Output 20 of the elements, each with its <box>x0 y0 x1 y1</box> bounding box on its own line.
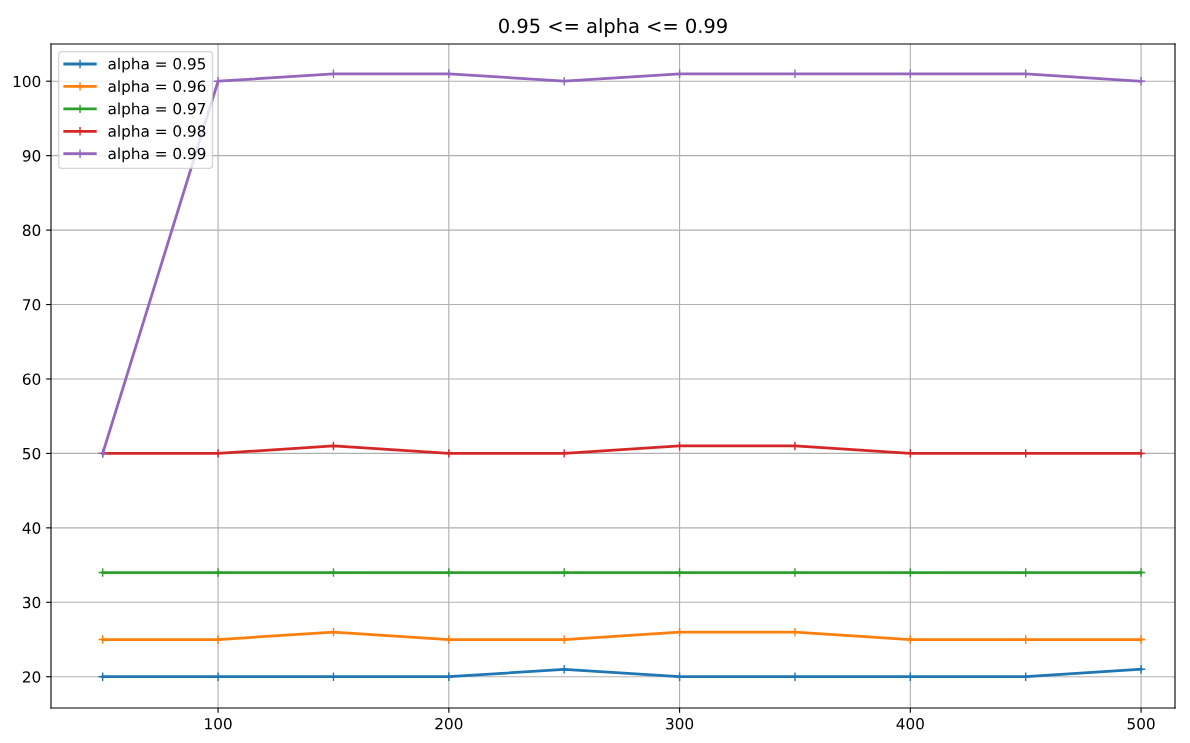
y-tick-label: 50 <box>23 447 41 460</box>
y-tick-label: 60 <box>22 373 41 385</box>
legend-label: alpha = 0.95 <box>108 57 206 73</box>
legend-label: alpha = 0.99 <box>108 147 206 163</box>
x-tick-label: 100 <box>205 717 232 730</box>
y-tick-label: 40 <box>22 522 41 534</box>
y-tick-label: 100 <box>13 75 41 88</box>
y-tick-label: 20 <box>22 671 41 683</box>
y-tick-label: 80 <box>22 224 41 237</box>
x-tick-label: 300 <box>666 717 694 730</box>
legend-label: alpha = 0.97 <box>108 102 206 118</box>
y-tick-label: 90 <box>22 150 41 162</box>
y-tick-label: 70 <box>23 299 41 311</box>
legend-label: alpha = 0.96 <box>108 80 206 95</box>
legend-label: alpha = 0.98 <box>108 125 206 140</box>
chart-title: 0.95 <= alpha <= 0.99 <box>499 18 727 37</box>
x-tick-label: 500 <box>1127 717 1155 730</box>
x-tick-label: 400 <box>896 717 924 730</box>
y-tick-label: 30 <box>23 596 41 609</box>
x-tick-label: 200 <box>435 717 463 730</box>
